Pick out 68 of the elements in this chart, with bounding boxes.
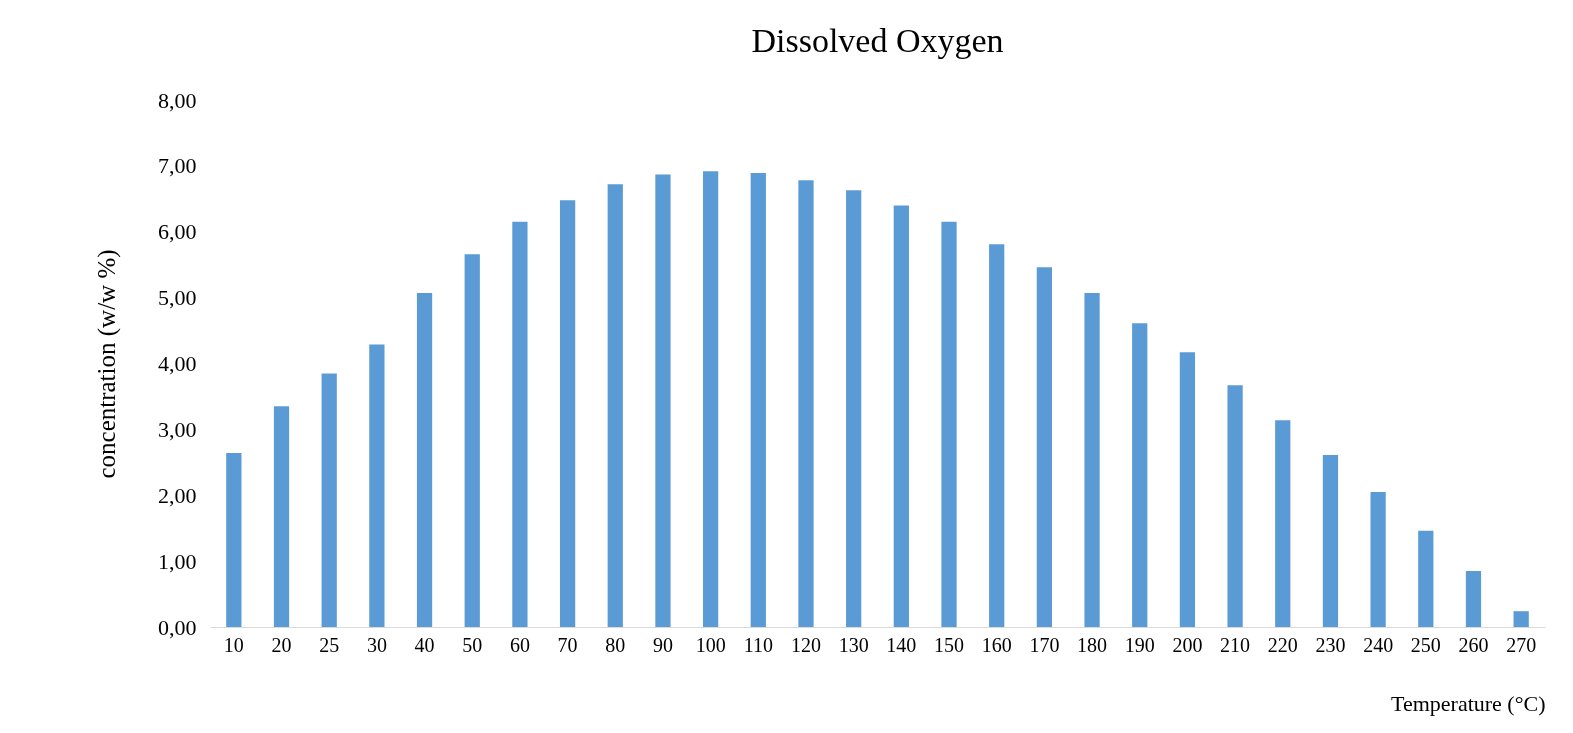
bar [1275, 420, 1291, 627]
x-tick-label: 130 [838, 633, 869, 656]
x-tick-label: 160 [981, 633, 1012, 656]
x-tick-label: 250 [1410, 633, 1441, 656]
bar [1513, 611, 1529, 627]
bar [1132, 323, 1148, 627]
bar [416, 293, 433, 627]
y-tick-label: 3,00 [158, 416, 197, 442]
x-tick-label: 200 [1172, 633, 1203, 656]
bar [512, 221, 528, 627]
x-tick-label: 260 [1458, 633, 1489, 656]
bar [846, 190, 862, 627]
y-tick-label: 0,00 [158, 614, 197, 640]
bar [321, 373, 337, 627]
bar [1084, 293, 1100, 627]
bar [369, 344, 385, 627]
y-tick-label: 5,00 [158, 285, 197, 311]
x-tick-label: 210 [1220, 633, 1251, 656]
x-tick-label: 180 [1077, 633, 1108, 656]
x-tick-label: 70 [557, 633, 578, 656]
x-tick-label: 25 [319, 633, 340, 656]
bar [893, 205, 909, 627]
bar [750, 173, 766, 627]
bar [1227, 385, 1243, 627]
x-tick-label: 30 [366, 633, 387, 656]
x-tick-label: 20 [271, 633, 292, 656]
x-tick-label: 120 [790, 633, 821, 656]
bar [1322, 455, 1339, 627]
y-tick-label: 7,00 [158, 153, 197, 179]
bar [655, 174, 671, 627]
y-tick-label: 6,00 [158, 219, 197, 245]
y-tick-label: 2,00 [158, 482, 197, 508]
x-tick-label: 270 [1506, 633, 1537, 656]
x-axis-title: Temperature (°C) [1391, 690, 1546, 716]
x-tick-label: 240 [1363, 633, 1394, 656]
bar [226, 453, 242, 627]
x-tick-label: 90 [652, 633, 673, 656]
x-tick-label: 80 [605, 633, 626, 656]
y-axis-title: concentration (w/w %) [93, 249, 121, 479]
bar [559, 200, 576, 627]
x-tick-label: 50 [462, 633, 483, 656]
bar [1036, 267, 1052, 627]
x-tick-label: 150 [934, 633, 965, 656]
x-tick-label: 40 [414, 633, 435, 656]
x-tick-label: 100 [695, 633, 726, 656]
bar [1418, 530, 1434, 627]
bar [1465, 571, 1482, 627]
bar [607, 184, 623, 627]
bar [1370, 491, 1386, 627]
x-tick-label: 110 [743, 633, 773, 656]
bar [464, 254, 480, 627]
y-tick-label: 1,00 [158, 548, 197, 574]
x-tick-label: 60 [509, 633, 530, 656]
x-tick-label: 230 [1315, 633, 1346, 656]
x-tick-label: 220 [1267, 633, 1298, 656]
y-tick-label: 8,00 [158, 87, 197, 113]
x-tick-label: 190 [1124, 633, 1155, 656]
bar [273, 406, 290, 627]
bar [703, 171, 719, 627]
y-tick-label: 4,00 [158, 351, 197, 376]
bar [798, 180, 814, 627]
x-tick-label: 140 [886, 633, 917, 656]
x-tick-label: 10 [223, 633, 244, 656]
x-tick-label: 170 [1029, 633, 1060, 656]
bar [1179, 352, 1196, 627]
bar [941, 221, 957, 627]
bar [989, 244, 1005, 627]
chart-title: Dissolved Oxygen [751, 22, 1004, 59]
